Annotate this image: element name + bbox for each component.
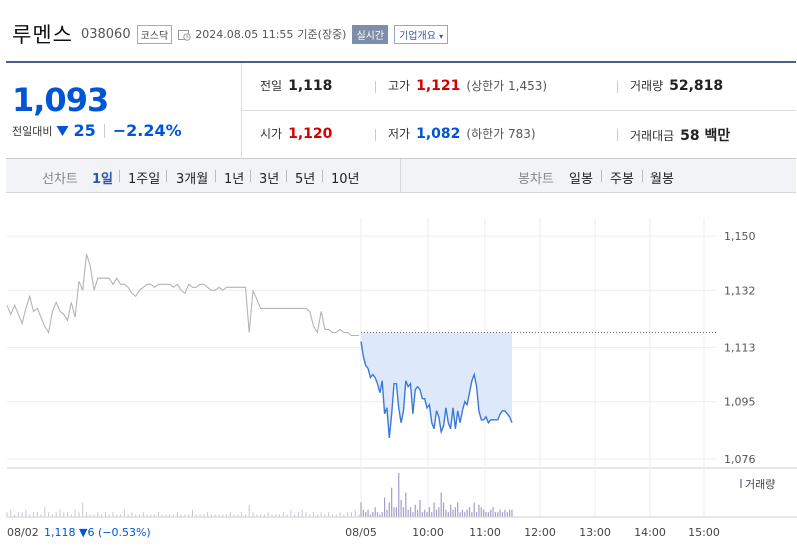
divider bbox=[119, 170, 120, 182]
tab-3m[interactable]: 3개월 bbox=[176, 172, 209, 187]
series-line-08-05 bbox=[360, 341, 513, 438]
current-price: 1,093 bbox=[12, 81, 109, 119]
quote-grid: 전일 1,118 고가 1,121 (상한가 1,453) 거래량 52,818… bbox=[242, 63, 796, 159]
tab-daily[interactable]: 일봉 bbox=[569, 172, 593, 187]
y-tick-label: 1,150 bbox=[724, 230, 756, 243]
day-low: 저가 1,082 (하한가 783) bbox=[388, 125, 536, 142]
x-tick-label: 12:00 bbox=[524, 526, 556, 539]
series-line-08-02 bbox=[6, 253, 359, 337]
tab-monthly[interactable]: 월봉 bbox=[650, 172, 674, 187]
divider bbox=[375, 129, 376, 141]
prev-close-label: 전일 bbox=[260, 79, 283, 93]
tab-1w[interactable]: 1주일 bbox=[128, 172, 161, 187]
quote-time: 2024.08.05 11:55 기준(장중) bbox=[178, 26, 346, 42]
candle-chart-label: 봉차트 bbox=[518, 172, 554, 187]
trade-value-value: 58 백만 bbox=[680, 128, 731, 144]
trade-value-label: 거래대금 bbox=[630, 129, 675, 143]
x-tick-label: 14:00 bbox=[634, 526, 666, 539]
price-panel: 1,093 전일대비 25 −2.24% bbox=[6, 63, 242, 159]
x-tick-label: 10:00 bbox=[412, 526, 444, 539]
quote-datetime: 2024.08.05 11:55 bbox=[195, 27, 294, 41]
quote-basis: 기준(장중) bbox=[297, 28, 347, 41]
y-tick-label: 1,095 bbox=[724, 396, 756, 409]
x-tick-label: 15:00 bbox=[688, 526, 720, 539]
volume-legend-swatch bbox=[740, 479, 742, 488]
stock-code: 038060 bbox=[80, 26, 131, 42]
divider bbox=[215, 170, 216, 182]
tab-weekly[interactable]: 주봉 bbox=[610, 172, 634, 187]
chevron-down-icon: ▾ bbox=[439, 31, 444, 41]
divider bbox=[166, 170, 167, 182]
tab-1d[interactable]: 1일 bbox=[92, 172, 114, 187]
volume-legend-label: 거래량 bbox=[745, 478, 775, 491]
volume-label: 거래량 bbox=[630, 79, 664, 93]
upper-limit: (상한가 1,453) bbox=[466, 79, 548, 93]
quote-row-1: 전일 1,118 고가 1,121 (상한가 1,453) 거래량 52,818 bbox=[242, 63, 796, 111]
quote-summary: 1,093 전일대비 25 −2.24% 전일 1,118 고가 1,121 (… bbox=[6, 61, 796, 159]
high-value: 1,121 bbox=[416, 78, 461, 94]
x-tick-label: 08/05 bbox=[345, 526, 377, 539]
low-label: 저가 bbox=[388, 127, 411, 141]
change-label: 전일대비 bbox=[12, 124, 53, 138]
series-area-08-05 bbox=[361, 332, 512, 438]
x-tick-label: 11:00 bbox=[469, 526, 501, 539]
divider bbox=[642, 170, 643, 182]
y-tick-label: 1,076 bbox=[724, 453, 756, 466]
footer-prev-info: 1,118 ▼6 (−0.53%) bbox=[44, 526, 151, 539]
volume: 거래량 52,818 bbox=[630, 77, 723, 94]
clock-icon bbox=[178, 29, 191, 41]
footer-prev-date: 08/02 bbox=[7, 526, 39, 539]
company-info-label: 기업개요 bbox=[399, 30, 436, 42]
divider bbox=[617, 129, 618, 141]
divider bbox=[103, 123, 105, 138]
line-chart-label: 선차트 bbox=[42, 172, 78, 187]
divider bbox=[617, 81, 618, 93]
divider bbox=[601, 170, 602, 182]
day-high: 고가 1,121 (상한가 1,453) bbox=[388, 77, 547, 94]
divider bbox=[286, 170, 287, 182]
x-tick-label: 13:00 bbox=[579, 526, 611, 539]
change-amount: 25 bbox=[73, 121, 96, 140]
prev-close: 전일 1,118 bbox=[260, 77, 332, 94]
realtime-badge: 실시간 bbox=[352, 24, 389, 44]
quote-row-2: 시가 1,120 저가 1,082 (하한가 783) 거래대금 58 백만 bbox=[242, 111, 796, 159]
tab-3y[interactable]: 3년 bbox=[259, 172, 280, 187]
tab-5y[interactable]: 5년 bbox=[295, 172, 316, 187]
change-percent: −2.24% bbox=[112, 121, 182, 140]
down-triangle-icon bbox=[56, 125, 69, 136]
market-badge: 코스닥 bbox=[136, 24, 173, 44]
divider bbox=[322, 170, 323, 182]
prev-close-value: 1,118 bbox=[288, 78, 333, 94]
company-info-button[interactable]: 기업개요 ▾ bbox=[394, 24, 449, 44]
high-label: 고가 bbox=[388, 79, 411, 93]
tab-1y[interactable]: 1년 bbox=[224, 172, 245, 187]
price-change: 전일대비 25 −2.24% bbox=[12, 121, 182, 140]
y-tick-label: 1,132 bbox=[724, 284, 756, 297]
trade-value: 거래대금 58 백만 bbox=[630, 125, 730, 145]
tab-10y[interactable]: 10년 bbox=[331, 172, 360, 187]
divider bbox=[375, 81, 376, 93]
open-label: 시가 bbox=[260, 127, 283, 141]
open-value: 1,120 bbox=[288, 126, 333, 142]
y-tick-label: 1,113 bbox=[724, 342, 756, 355]
chart-period-tabs: 선차트 1일 1주일 3개월 1년 3년 5년 10년 봉차트 일봉 주봉 월봉 bbox=[6, 159, 796, 193]
lower-limit: (하한가 783) bbox=[466, 127, 536, 141]
stock-name: 루멘스 bbox=[12, 23, 73, 47]
divider bbox=[400, 159, 401, 193]
volume-value: 52,818 bbox=[669, 78, 724, 94]
stock-header: 루멘스 038060 코스닥 2024.08.05 11:55 기준(장중) 실… bbox=[12, 22, 449, 47]
divider bbox=[250, 170, 251, 182]
low-value: 1,082 bbox=[416, 126, 461, 142]
day-open: 시가 1,120 bbox=[260, 125, 332, 142]
